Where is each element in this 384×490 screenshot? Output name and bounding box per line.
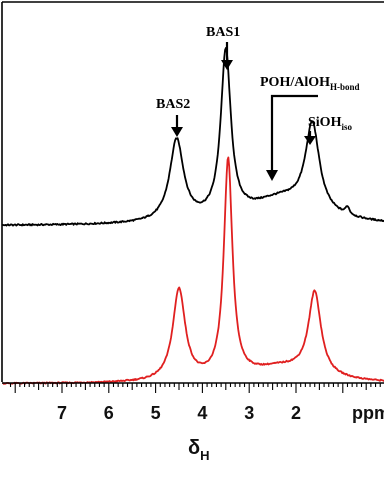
- annotation-bas1-label: BAS1: [206, 25, 240, 40]
- x-tick-label: 6: [104, 403, 114, 423]
- annotation-poh-sub: H-bond: [330, 82, 360, 92]
- annotation-poh-arrowhead: [266, 170, 278, 181]
- annotation-bas1-arrowhead: [221, 60, 233, 70]
- x-tick-label: 5: [151, 403, 161, 423]
- annotation-poh-arrow: [270, 94, 318, 172]
- annotation-sioh-main: SiOH: [308, 115, 342, 130]
- annotation-sioh-arrowhead: [304, 136, 316, 145]
- annotation-layer: BAS1 BAS2 POH/AlOHH-bond SiOHiso: [156, 25, 360, 181]
- annotation-sioh-label: SiOHiso: [308, 115, 352, 132]
- plot-frame: [1, 1, 384, 382]
- x-axis-label: δH: [188, 437, 210, 463]
- x-axis-tick-labels: 7 6 5 4 3 2: [57, 403, 301, 423]
- x-tick-label: 7: [57, 403, 67, 423]
- annotation-poh-label: POH/AlOHH-bond: [260, 75, 360, 92]
- annotation-bas2-label: BAS2: [156, 97, 190, 112]
- x-axis-unit: ppm: [352, 403, 384, 423]
- annotation-bas2-arrowhead: [171, 127, 183, 137]
- x-tick-label: 4: [197, 403, 207, 423]
- annotation-sioh-sub: iso: [341, 122, 352, 132]
- x-axis-label-main: δ: [188, 437, 200, 459]
- annotation-poh-main: POH/AlOH: [260, 75, 330, 90]
- x-axis-ticks: [9, 383, 381, 393]
- series-layer: [2, 47, 384, 385]
- x-tick-label: 3: [244, 403, 254, 423]
- spectrum-top-line: [2, 47, 384, 227]
- x-axis-label-sub: H: [200, 448, 209, 463]
- x-tick-label: 2: [291, 403, 301, 423]
